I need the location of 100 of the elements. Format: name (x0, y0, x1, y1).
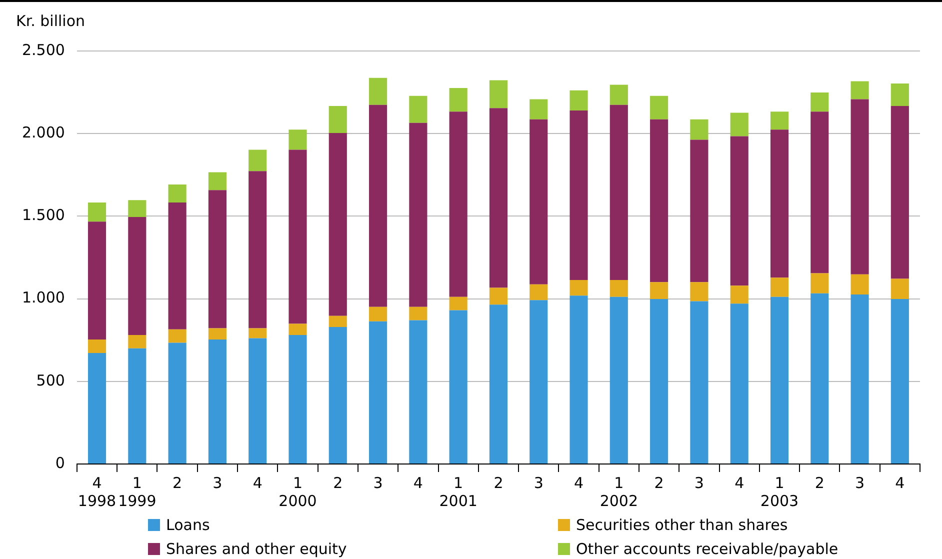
y-tick-label: 500 (36, 371, 65, 390)
bar (650, 119, 668, 282)
bar (570, 296, 588, 464)
bar (570, 90, 588, 110)
bar (88, 352, 106, 464)
bar (128, 348, 146, 464)
y-axis-title: Kr. billion (16, 12, 86, 30)
x-tick-label: 4 (574, 474, 584, 492)
x-tick-label: 2 (333, 474, 343, 492)
bar (328, 132, 347, 316)
bar (610, 104, 628, 280)
bar (409, 320, 428, 464)
bar (208, 172, 226, 190)
x-tick-label: 3 (212, 474, 222, 492)
y-tick-label: 2.500 (22, 40, 65, 59)
bar (690, 282, 708, 302)
y-tick-label: 0 (55, 454, 65, 472)
x-tick-label: 3 (534, 474, 544, 492)
bar (489, 304, 508, 464)
bar (530, 300, 548, 464)
bar (730, 112, 748, 136)
bar (610, 280, 628, 297)
x-tick-label: 2 (814, 474, 824, 492)
legend-label: Loans (166, 516, 210, 534)
bar (610, 296, 628, 464)
x-tick-label: 1 2001 (439, 474, 478, 510)
legend-label: Other accounts receivable/payable (576, 540, 838, 558)
bar (770, 278, 789, 297)
bar (850, 294, 869, 464)
y-tick-label: 1.000 (22, 288, 65, 307)
bar (530, 284, 548, 300)
bar (409, 96, 428, 123)
bar (449, 310, 468, 464)
bar (369, 306, 388, 322)
bar (168, 342, 186, 464)
x-tick-label: 3 (855, 474, 865, 492)
bar (449, 112, 468, 297)
bar (650, 298, 668, 464)
bar (890, 106, 909, 279)
y-tick-label: 2.000 (22, 123, 65, 142)
x-tick-label: 1 1999 (118, 474, 156, 510)
x-tick-label: 4 (895, 474, 905, 492)
x-tick-label: 2 (654, 474, 664, 492)
bar (730, 136, 748, 286)
bar (810, 293, 829, 464)
bar (128, 217, 146, 335)
bar (890, 298, 909, 464)
bar (690, 119, 708, 140)
bar (890, 278, 909, 299)
bar (88, 222, 106, 340)
bar (810, 112, 829, 274)
bar (530, 119, 548, 284)
x-tick-label: 1 2003 (760, 474, 799, 510)
y-tick-label: 1.500 (22, 206, 65, 224)
bar (650, 96, 668, 120)
bar (730, 304, 748, 464)
bar (288, 324, 307, 335)
bar (288, 150, 307, 324)
bar (850, 99, 869, 274)
bar (449, 296, 468, 310)
bar (168, 184, 186, 202)
bar (328, 327, 347, 464)
bar (288, 334, 307, 464)
bar (850, 81, 869, 100)
x-tick-label: 4 (734, 474, 744, 492)
bar (770, 296, 789, 464)
x-tick-label: 4 (252, 474, 262, 492)
bar (369, 321, 388, 464)
x-tick-label: 4 1998 (78, 474, 116, 510)
bar (208, 339, 226, 464)
bar (128, 200, 146, 218)
bar (88, 202, 106, 222)
bar (570, 110, 588, 280)
bar (570, 280, 588, 296)
bar (650, 282, 668, 299)
bar (208, 328, 226, 340)
bar (890, 84, 909, 106)
bar (208, 190, 226, 328)
bar (489, 288, 508, 305)
bar (850, 274, 869, 295)
x-tick-label: 2 (494, 474, 504, 492)
bar (288, 130, 307, 150)
bar (489, 108, 508, 288)
x-tick-label: 1 2000 (278, 474, 317, 510)
bar (449, 88, 468, 112)
bar (770, 130, 789, 278)
legend-label: Shares and other equity (166, 540, 347, 558)
bar (248, 171, 267, 328)
bar (168, 329, 186, 343)
bar (248, 338, 267, 464)
bar (690, 140, 708, 282)
bar (128, 334, 146, 348)
bar (770, 112, 789, 130)
x-tick-label: 3 (373, 474, 383, 492)
bar (409, 306, 428, 320)
bar (168, 202, 186, 330)
bar (328, 106, 347, 133)
x-tick-label: 4 (413, 474, 423, 492)
bar (248, 328, 267, 338)
bar (409, 122, 428, 307)
